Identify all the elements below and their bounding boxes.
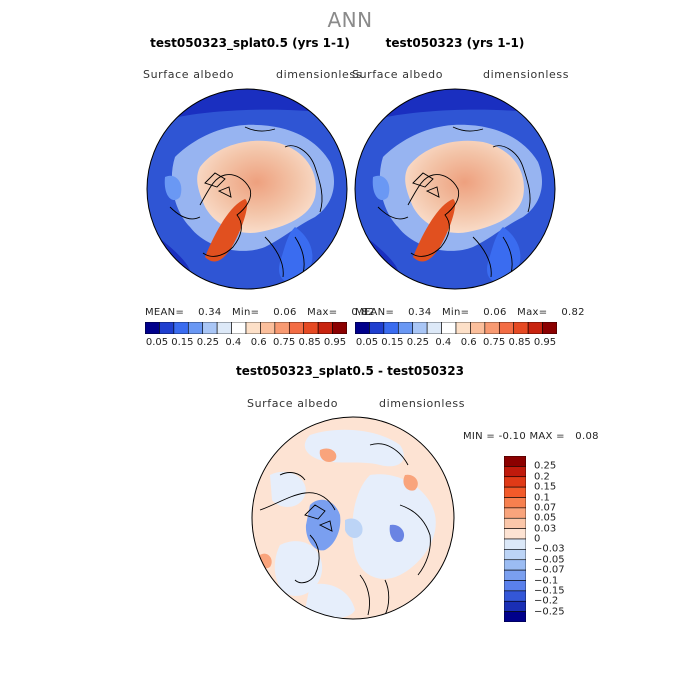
panel-title-right: test050323 (yrs 1-1) [385,36,525,50]
colorbar-tick-label: −0.2 [534,595,559,607]
colorbar-tick-label: 0.15 [381,337,404,348]
colorbar-tick-label: −0.1 [534,575,559,586]
colorbar-tick-label: 0.75 [482,337,506,348]
colorbar-tick-label: 0.07 [534,502,557,514]
colorbar-tick-label: −0.05 [534,554,565,566]
colorbar-difference [504,456,526,622]
variable-label-difference: Surface albedo [247,397,339,410]
colorbar-tick-label: 0.25 [406,337,430,348]
colorbar-tick-label: −0.15 [534,585,565,597]
colorbar-tick-label: 0.2 [534,471,550,483]
colorbar-ticks-right: 0.05 0.15 0.25 0.4 0.6 0.75 0.85 0.95 [355,337,557,351]
colorbar-swatch [332,322,347,334]
colorbar-swatch [187,322,204,334]
colorbar-tick-label: 0.6 [460,337,477,348]
colorbar-tick-label: 0.85 [508,337,531,348]
colorbar-swatch [504,528,526,540]
colorbar-swatch [355,322,370,334]
colorbar-right [355,322,557,334]
colorbar-ticks-left: 0.05 0.15 0.25 0.4 0.6 0.75 0.85 0.95 [145,337,347,351]
units-label-right: dimensionless [483,68,570,81]
polar-map-control [354,88,556,290]
colorbar-tick-label: 0.15 [534,481,557,493]
colorbar-swatch [504,507,526,519]
colorbar-tick-label: −0.25 [534,606,565,618]
colorbar-swatch [317,322,333,334]
colorbar-swatch [542,322,557,334]
colorbar-swatch [412,322,428,334]
colorbar-swatch [383,322,399,334]
colorbar-swatch [504,559,526,571]
colorbar-swatch [504,611,526,622]
colorbar-tick-label: 0.05 [355,337,379,348]
colorbar-tick-label: 0.05 [145,337,169,348]
colorbar-swatch [369,322,385,334]
colorbar-tick-label: 0.03 [534,523,557,535]
colorbar-tick-label: 0.4 [435,337,452,348]
colorbar-swatch [484,322,500,334]
stats-right: MEAN= 0.34 Min= 0.06 Max= 0.82 [355,307,585,318]
colorbar-tick-label: −0.07 [534,564,565,576]
colorbar-swatch [173,322,189,334]
variable-label-right: Surface albedo [352,68,444,81]
colorbar-swatch [527,322,543,334]
colorbar-swatch [455,322,471,334]
colorbar-swatch [397,322,414,334]
panel-title-left: test050323_splat0.5 (yrs 1-1) [150,36,350,50]
colorbar-swatch [504,476,526,488]
colorbar-tick-label: −0.03 [534,543,565,555]
colorbar-tick-label: 0.4 [225,337,242,348]
panel-title-difference: test050323_splat0.5 - test050323 [236,364,464,378]
colorbar-tick-label: 0.05 [534,512,557,524]
colorbar-tick-label: 0 [534,533,541,545]
colorbar-swatch [159,322,175,334]
colorbar-swatch [470,322,486,334]
stats-difference: MIN = -0.10 MAX = 0.08 [463,431,599,442]
colorbar-swatch [145,322,160,334]
colorbar-swatch [504,580,526,592]
colorbar-tick-label: 0.15 [171,337,194,348]
stats-left: MEAN= 0.34 Min= 0.06 Max= 0.82 [145,307,375,318]
colorbar-tick-label: 0.95 [533,337,557,348]
colorbar-swatch [504,486,526,498]
colorbar-tick-label: 0.25 [534,460,557,472]
colorbar-tick-label: 0.95 [323,337,347,348]
colorbar-swatch [504,466,526,478]
colorbar-swatch [504,456,526,467]
colorbar-swatch [303,322,319,334]
colorbar-swatch [498,322,515,334]
colorbar-swatch [504,569,526,581]
polar-map-model [146,88,348,290]
colorbar-swatch [216,322,232,334]
polar-map-difference [251,416,455,620]
units-label-left: dimensionless [276,68,363,81]
colorbar-swatch [504,600,526,612]
colorbar-swatch [504,590,526,602]
colorbar-tick-label: 0.1 [534,492,550,503]
colorbar-swatch [426,322,442,334]
colorbar-swatch [245,322,261,334]
colorbar-tick-label: 0.75 [272,337,296,348]
colorbar-swatch [504,497,526,509]
colorbar-swatch [202,322,218,334]
colorbar-swatch [231,322,247,334]
colorbar-swatch [504,549,526,561]
colorbar-left [145,322,347,334]
colorbar-swatch [441,322,457,334]
colorbar-swatch [260,322,276,334]
colorbar-swatch [274,322,290,334]
colorbar-ticks-difference: 0.25 0.2 0.15 0.1 0.07 0.05 0.03 0 −0.03 −0.05 −0.… [534,456,574,622]
units-label-difference: dimensionless [379,397,466,410]
colorbar-swatch [504,538,526,550]
page-title: ANN [327,8,373,32]
colorbar-tick-label: 0.85 [298,337,321,348]
colorbar-tick-label: 0.6 [250,337,267,348]
colorbar-swatch [288,322,305,334]
colorbar-tick-label: 0.25 [196,337,220,348]
variable-label-left: Surface albedo [143,68,235,81]
colorbar-swatch [513,322,529,334]
colorbar-swatch [504,517,526,529]
